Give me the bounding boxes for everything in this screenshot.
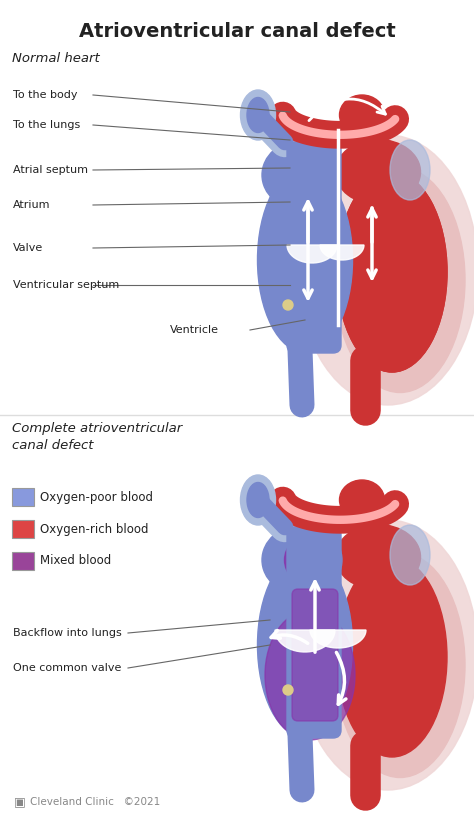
Text: Atrioventricular canal defect: Atrioventricular canal defect [79, 22, 395, 41]
Ellipse shape [247, 482, 269, 518]
Ellipse shape [335, 168, 465, 393]
Ellipse shape [247, 97, 269, 133]
Text: Oxygen-poor blood: Oxygen-poor blood [40, 491, 153, 504]
Text: To the body: To the body [13, 90, 78, 100]
Ellipse shape [390, 525, 430, 585]
Polygon shape [275, 630, 335, 652]
Ellipse shape [265, 610, 355, 740]
Text: Cleveland Clinic   ©2021: Cleveland Clinic ©2021 [30, 797, 160, 807]
Ellipse shape [257, 552, 353, 737]
Ellipse shape [337, 172, 447, 372]
Text: Ventricular septum: Ventricular septum [13, 280, 119, 290]
Ellipse shape [257, 168, 353, 352]
Ellipse shape [283, 300, 293, 310]
Text: One common valve: One common valve [13, 663, 121, 673]
Ellipse shape [336, 140, 420, 204]
Ellipse shape [240, 90, 275, 140]
Polygon shape [310, 630, 366, 648]
FancyBboxPatch shape [12, 552, 34, 570]
FancyBboxPatch shape [12, 520, 34, 538]
Ellipse shape [337, 172, 447, 372]
FancyBboxPatch shape [287, 142, 341, 353]
Polygon shape [287, 245, 337, 263]
FancyBboxPatch shape [287, 527, 341, 738]
Ellipse shape [298, 520, 474, 790]
Ellipse shape [240, 475, 275, 525]
Ellipse shape [262, 140, 342, 210]
Ellipse shape [339, 480, 384, 520]
Ellipse shape [390, 140, 430, 200]
Text: Valve: Valve [13, 243, 43, 253]
Text: Mixed blood: Mixed blood [40, 555, 111, 568]
Text: Atrial septum: Atrial septum [13, 165, 88, 175]
Ellipse shape [298, 135, 474, 405]
Ellipse shape [337, 557, 447, 757]
Ellipse shape [284, 534, 339, 586]
Text: Backflow into lungs: Backflow into lungs [13, 628, 122, 638]
Text: To the lungs: To the lungs [13, 120, 80, 130]
Ellipse shape [292, 146, 347, 198]
Ellipse shape [336, 524, 420, 589]
FancyBboxPatch shape [12, 488, 34, 506]
Ellipse shape [262, 525, 342, 595]
Text: Ventricle: Ventricle [170, 325, 219, 335]
Ellipse shape [283, 685, 293, 695]
Text: Complete atrioventricular
canal defect: Complete atrioventricular canal defect [12, 422, 182, 452]
Ellipse shape [335, 552, 465, 778]
Text: Atrium: Atrium [13, 200, 51, 210]
Text: Oxygen-rich blood: Oxygen-rich blood [40, 523, 148, 536]
Text: Normal heart: Normal heart [12, 52, 100, 65]
Polygon shape [320, 245, 364, 260]
Ellipse shape [339, 95, 384, 135]
Text: ▣: ▣ [14, 796, 26, 808]
FancyBboxPatch shape [292, 589, 338, 721]
